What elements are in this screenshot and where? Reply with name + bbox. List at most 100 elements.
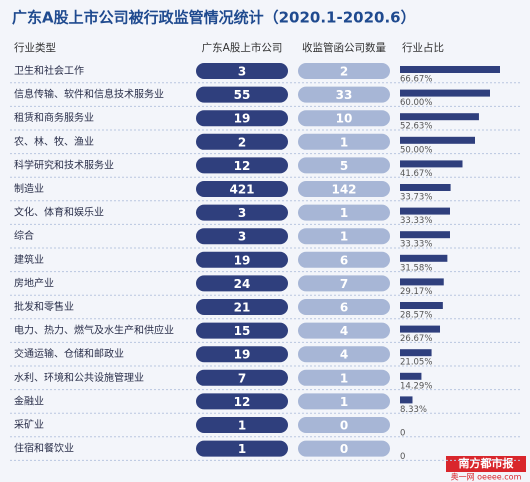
column-header: 行业类型 (14, 41, 56, 54)
cell-value: 1 (238, 419, 246, 433)
bar (400, 302, 443, 309)
cell-value: 1 (340, 371, 348, 385)
cell-value: 421 (229, 183, 254, 197)
value-label: 33.33% (400, 216, 432, 226)
value-label: 28.57% (400, 311, 432, 321)
pill (298, 275, 390, 292)
pill (298, 181, 390, 197)
value-label: 31.58% (400, 263, 432, 273)
value-label: 60.00% (400, 98, 432, 108)
cell-value: 2 (340, 65, 348, 79)
category-label: 金融业 (14, 394, 44, 407)
pill (196, 157, 288, 174)
bar (400, 278, 444, 286)
category-label: 电力、热力、燃气及水生产和供应业 (14, 324, 174, 337)
cell-value: 1 (340, 230, 348, 244)
category-label: 房地产业 (14, 276, 54, 289)
cell-value: 19 (234, 348, 251, 362)
pill (298, 393, 390, 410)
cell-value: 5 (340, 159, 348, 173)
pill (196, 63, 288, 79)
pill (196, 251, 288, 268)
pill (196, 299, 288, 315)
cell-value: 6 (340, 253, 348, 267)
cell-value: 24 (234, 277, 251, 291)
cell-value: 4 (340, 324, 348, 338)
cell-value: 12 (234, 395, 251, 409)
pill (196, 110, 288, 127)
category-label: 建筑业 (14, 253, 44, 266)
column-header: 行业占比 (402, 41, 444, 54)
bar (400, 184, 451, 191)
value-label: 66.67% (400, 75, 432, 85)
cell-value: 6 (340, 301, 348, 315)
cell-value: 19 (234, 253, 251, 267)
bar (400, 66, 500, 73)
pill (298, 63, 390, 79)
cell-value: 15 (234, 324, 251, 338)
column-header: 广东A股上市公司 (202, 41, 283, 54)
bar (400, 89, 490, 97)
category-label: 综合 (14, 229, 34, 242)
value-label: 21.05% (400, 358, 432, 368)
pill (196, 181, 288, 197)
value-label: 26.67% (400, 334, 432, 344)
pill (298, 322, 390, 339)
cell-value: 4 (340, 348, 348, 362)
value-label: 52.63% (400, 122, 432, 132)
pill (298, 299, 390, 315)
value-label: 41.67% (400, 169, 432, 179)
value-label: 33.33% (400, 240, 432, 250)
pill (298, 440, 390, 457)
category-label: 采矿业 (14, 418, 44, 431)
pill (298, 228, 390, 245)
pill (196, 275, 288, 292)
bar (400, 113, 479, 121)
cell-value: 0 (340, 419, 348, 433)
category-label: 农、林、牧、渔业 (14, 135, 94, 148)
pill (196, 393, 288, 410)
pill (298, 417, 390, 433)
cell-value: 33 (336, 88, 353, 102)
cell-value: 1 (340, 395, 348, 409)
value-label: 0 (400, 429, 405, 439)
pill (298, 157, 390, 174)
category-label: 制造业 (14, 182, 44, 195)
column-header: 收监管函公司数量 (302, 41, 386, 54)
bar (400, 372, 422, 380)
cell-value: 2 (238, 135, 246, 149)
category-label: 住宿和餐饮业 (14, 442, 74, 455)
cell-value: 12 (234, 159, 251, 173)
value-label: 29.17% (400, 287, 432, 297)
cell-value: 1 (238, 442, 246, 456)
source-logo: 南方都市报 (459, 456, 515, 470)
cell-value: 0 (340, 442, 348, 456)
cell-value: 142 (331, 183, 356, 197)
cell-value: 1 (340, 206, 348, 220)
cell-value: 55 (234, 88, 251, 102)
cell-value: 7 (340, 277, 348, 291)
value-label: 50.00% (400, 145, 432, 155)
category-label: 科学研究和技术服务业 (14, 158, 114, 171)
bar (400, 325, 441, 333)
category-label: 卫生和社会工作 (14, 64, 84, 77)
pill (298, 251, 390, 268)
cell-value: 7 (238, 371, 246, 385)
bar (400, 254, 448, 262)
cell-value: 21 (234, 301, 251, 315)
chart-title: 广东A股上市公司被行政监管情况统计（2020.1-2020.6） (12, 9, 416, 27)
pill (196, 86, 288, 103)
bar (400, 160, 463, 168)
pill (298, 110, 390, 127)
value-label: 0 (400, 452, 405, 462)
category-label: 租赁和商务服务业 (14, 111, 94, 124)
category-label: 信息传输、软件和信息技术服务业 (14, 88, 164, 101)
category-label: 水利、环境和公共设施管理业 (14, 371, 144, 384)
pill (196, 346, 288, 363)
pill (196, 133, 288, 150)
bar (400, 136, 475, 144)
category-label: 交通运输、仓储和邮政业 (14, 347, 124, 360)
category-label: 批发和零售业 (14, 300, 74, 313)
pill (298, 133, 390, 150)
